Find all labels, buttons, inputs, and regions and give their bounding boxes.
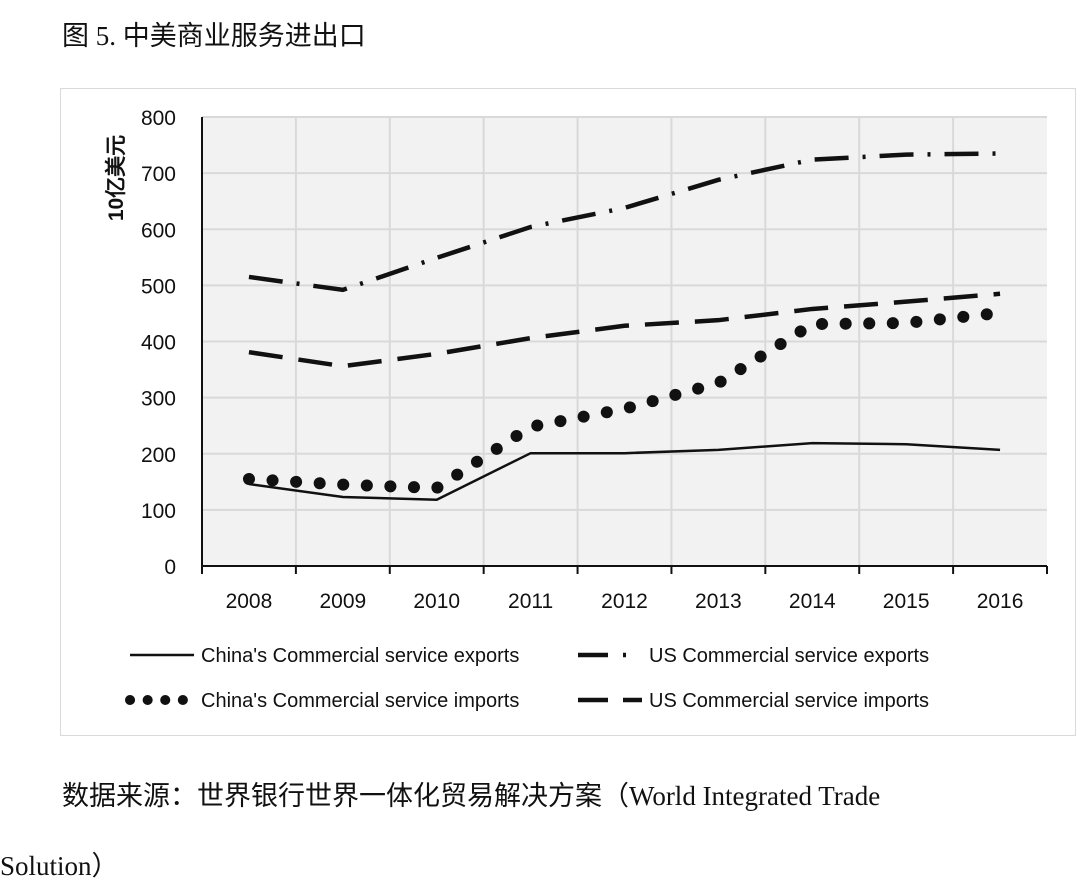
series-line-3	[248, 291, 1001, 369]
y-tick-label: 0	[164, 556, 176, 579]
legend-label: US Commercial service imports	[649, 690, 929, 712]
x-tick-label: 2013	[695, 590, 742, 613]
x-tick-label: 2012	[601, 590, 648, 613]
y-tick-label: 200	[141, 444, 176, 467]
y-tick-label: 600	[141, 219, 176, 242]
x-tick-label: 2015	[883, 590, 930, 613]
x-tick-label: 2009	[319, 590, 366, 613]
source-note: 数据来源：世界银行世界一体化贸易解决方案（World Integrated Tr…	[62, 781, 881, 811]
legend-label: China's Commercial service exports	[201, 645, 519, 667]
y-tick-label: 400	[141, 332, 176, 355]
y-tick-label: 500	[141, 275, 176, 298]
y-tick-label: 700	[141, 163, 176, 186]
y-axis-label: 10亿美元	[104, 135, 128, 221]
series-line-0	[248, 441, 1001, 502]
x-tick-label: 2010	[413, 590, 460, 613]
x-tick-label: 2014	[789, 590, 836, 613]
y-tick-label: 100	[141, 500, 176, 523]
y-tick-label: 300	[141, 388, 176, 411]
series-line-2	[242, 306, 1007, 495]
source-note-cont: Solution）	[0, 851, 119, 881]
figure-caption: 图 5. 中美商业服务进出口	[62, 21, 366, 51]
x-tick-label: 2011	[508, 590, 553, 613]
y-tick-label: 800	[141, 107, 176, 130]
legend-label: US Commercial service exports	[649, 645, 929, 667]
x-tick-label: 2016	[977, 590, 1024, 613]
x-tick-label: 2008	[226, 590, 273, 613]
legend-label: China's Commercial service imports	[201, 690, 519, 712]
